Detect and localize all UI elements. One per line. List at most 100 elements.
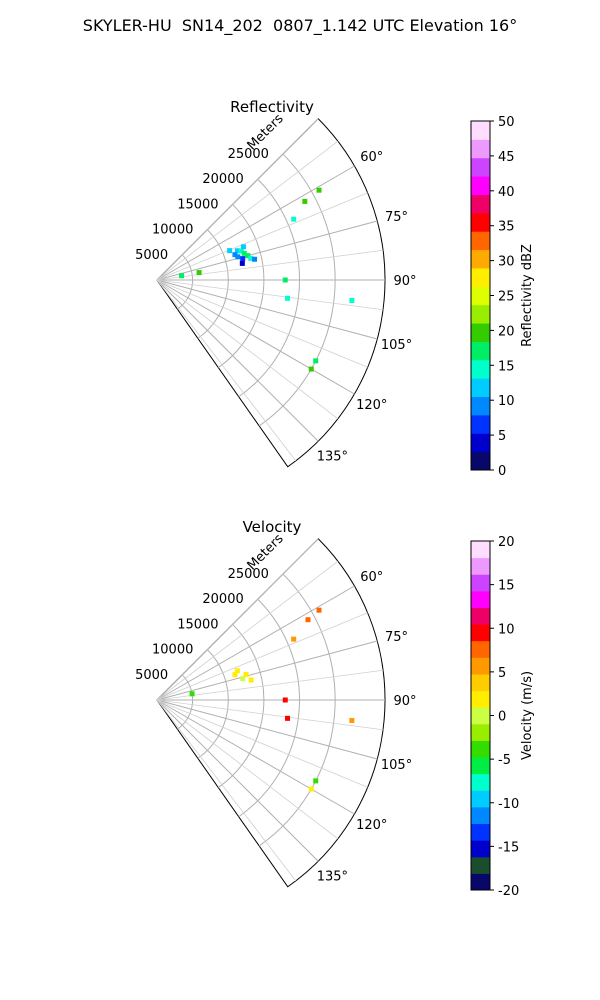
data-point <box>238 248 244 254</box>
colorbar-segment <box>471 723 490 741</box>
colorbar-tick-label: 25 <box>498 290 515 305</box>
colorbar-segment <box>471 773 490 791</box>
range-ring <box>197 229 229 339</box>
panel-title: Reflectivity <box>230 98 314 116</box>
colorbar-segment <box>471 194 490 214</box>
azimuth-gridline <box>156 279 378 340</box>
data-point <box>243 671 249 677</box>
azimuth-gridline <box>156 279 319 442</box>
azimuth-minor-gridline <box>156 612 368 701</box>
azimuth-tick-label: 75° <box>385 630 408 645</box>
colorbar-segment <box>471 690 490 708</box>
colorbar-segment <box>471 856 490 874</box>
colorbar-segment <box>471 378 490 398</box>
range-ring <box>238 178 300 398</box>
data-point <box>234 668 240 674</box>
data-point <box>282 277 288 283</box>
colorbar-segment <box>471 396 490 416</box>
data-point <box>291 636 297 642</box>
azimuth-gridline <box>156 640 378 701</box>
data-point <box>248 677 254 683</box>
data-point <box>285 715 291 721</box>
data-point <box>316 607 322 613</box>
azimuth-tick-label: 120° <box>356 818 387 833</box>
colorbar-tick-label: 50 <box>498 115 515 130</box>
azimuth-tick-label: 105° <box>381 758 412 773</box>
colorbar-segment <box>471 823 490 841</box>
colorbar-tick-label: -15 <box>498 840 519 855</box>
colorbar-tick-label: -5 <box>498 753 511 768</box>
data-point <box>308 366 314 372</box>
data-point <box>302 198 308 204</box>
data-point <box>316 187 322 193</box>
azimuth-minor-gridline <box>156 140 339 281</box>
colorbar-segment <box>471 414 490 434</box>
azimuth-tick-label: 90° <box>393 694 416 709</box>
sector-outline <box>156 118 386 468</box>
colorbar-segment <box>471 640 490 658</box>
colorbar-segment <box>471 231 490 251</box>
azimuth-minor-gridline <box>156 699 384 731</box>
azimuth-gridline <box>156 699 355 815</box>
colorbar-segment <box>471 607 490 625</box>
range-ring <box>218 624 265 788</box>
reflectivity-panel: Reflectivity 5000 10000 15000 20000 25000 60° 7… <box>135 98 535 479</box>
azimuth-gridline <box>156 279 355 395</box>
colorbar-segment <box>471 873 490 891</box>
colorbar-tick-label: -20 <box>498 884 519 899</box>
colorbar-segment <box>471 267 490 287</box>
colorbar-segment <box>471 139 490 159</box>
azimuth-minor-gridline <box>156 279 339 420</box>
colorbar-segment <box>471 740 490 758</box>
azimuth-minor-gridline <box>156 560 339 701</box>
azimuth-gridline <box>156 585 355 701</box>
colorbar-segment <box>471 157 490 177</box>
colorbar-segment <box>471 176 490 195</box>
colorbar-segment <box>471 657 490 675</box>
data-point <box>239 260 245 266</box>
data-point <box>232 672 238 678</box>
range-tick-label: 25000 <box>228 567 269 582</box>
azimuth-minor-gridline <box>156 538 319 701</box>
data-point <box>313 778 319 784</box>
range-ring <box>197 649 229 759</box>
data-point <box>232 252 238 258</box>
colorbar-segment <box>471 790 490 808</box>
data-point <box>240 676 246 682</box>
colorbar-segment <box>471 624 490 642</box>
data-point <box>235 254 241 260</box>
range-tick-label: 20000 <box>202 172 243 187</box>
colorbar-tick-label: 40 <box>498 185 515 200</box>
colorbar-segment <box>471 304 490 324</box>
range-tick-label: 5000 <box>135 248 168 263</box>
colorbar-segment <box>471 541 490 559</box>
colorbar-segment <box>471 840 490 858</box>
velocity-panel: Velocity 5000 10000 15000 20000 25000 60° 75° 90… <box>135 518 535 899</box>
colorbar-segment <box>471 757 490 775</box>
colorbar-segment <box>471 451 490 471</box>
azimuth-minor-gridline <box>156 669 384 701</box>
colorbar-segment <box>471 557 490 575</box>
colorbar-tick-label: 10 <box>498 622 515 637</box>
range-ring <box>218 204 265 368</box>
data-point <box>308 786 314 792</box>
azimuth-minor-gridline <box>156 279 368 368</box>
colorbar-segment <box>471 574 490 592</box>
range-ring <box>177 674 194 730</box>
data-point <box>241 250 247 256</box>
range-ring <box>258 153 336 427</box>
range-ring <box>258 573 336 847</box>
colorbar-tick-label: 20 <box>498 535 515 550</box>
azimuth-minor-gridline <box>156 279 384 311</box>
colorbar-tick-label: 0 <box>498 464 506 479</box>
colorbar-tick-label: -10 <box>498 797 519 812</box>
data-point <box>285 295 291 301</box>
colorbar-segment <box>471 249 490 269</box>
range-tick-label: 5000 <box>135 668 168 683</box>
range-tick-label: 25000 <box>228 147 269 162</box>
azimuth-tick-label: 60° <box>360 150 383 165</box>
data-point <box>240 256 246 262</box>
azimuth-gridline <box>156 699 319 862</box>
azimuth-tick-label: 105° <box>381 338 412 353</box>
